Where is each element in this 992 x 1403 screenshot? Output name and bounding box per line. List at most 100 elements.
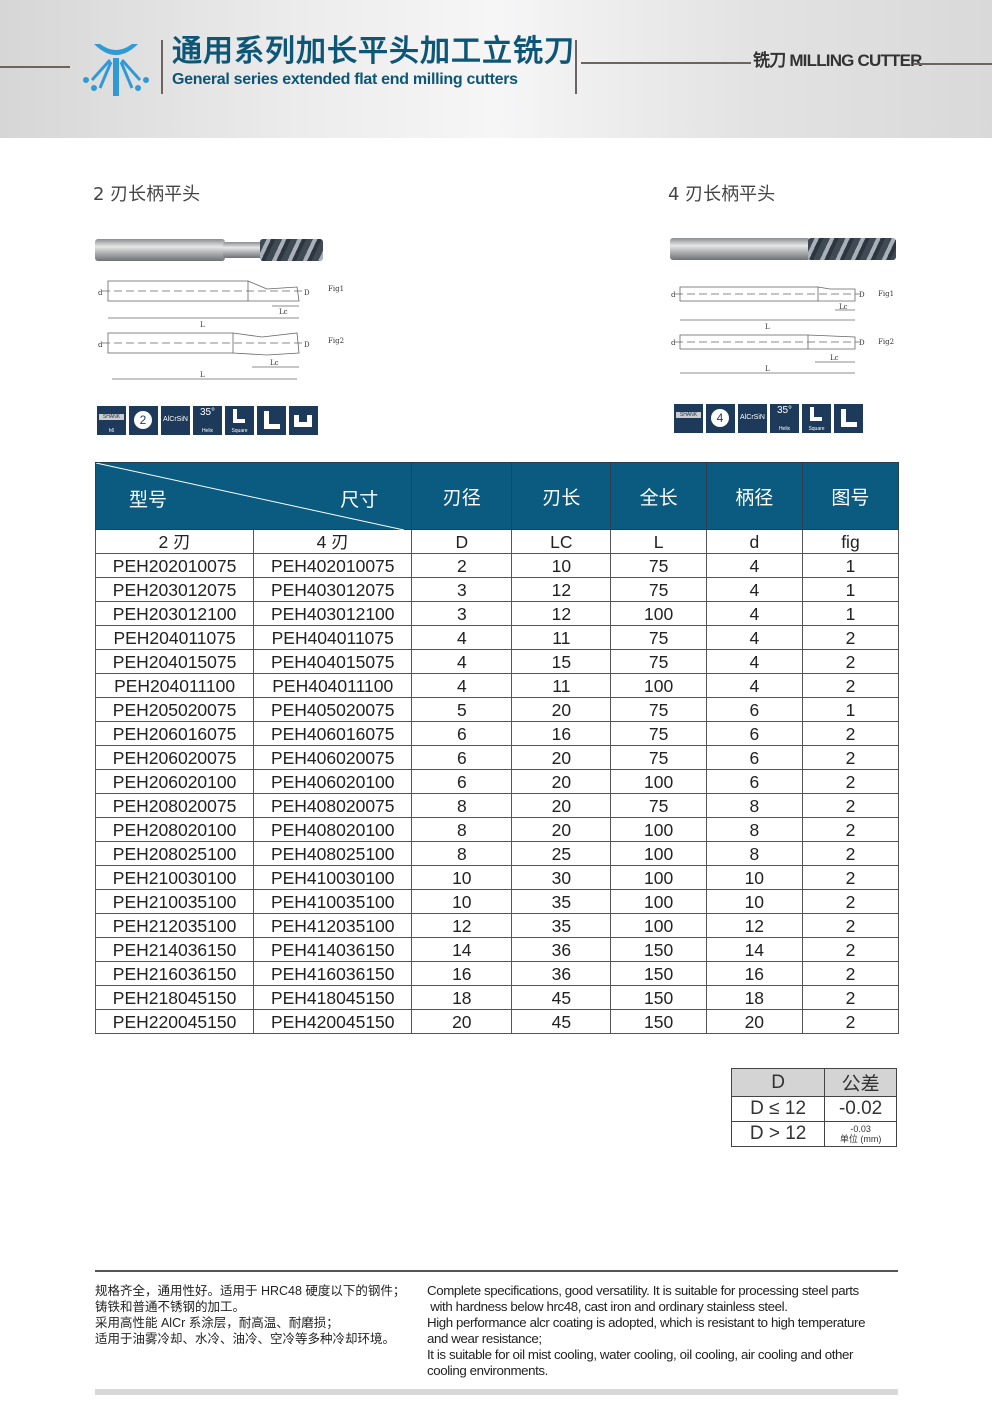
header-col: 刃径 [411,462,513,530]
dim-L-label: L [200,321,205,329]
table-cell: 20 [511,793,612,818]
table-cell: PEH404011075 [253,625,413,650]
helix-icon: 35° Helix [770,404,799,433]
table-cell: PEH214036150 [94,937,255,962]
four-flute-icon: 4 [706,404,735,433]
table-cell: 18 [705,985,803,1010]
dim-L-label: L [765,365,770,373]
dim-D-label: D [304,289,310,297]
table-cell: 45 [511,1009,612,1034]
description-line: 适用于油雾冷却、水冷、油冷、空冷等多种冷却环境。 [95,1332,396,1346]
table-row: PEH208025100 PEH408025100 8 25 100 8 2 [94,841,900,866]
header-col: 全长 [610,462,707,530]
header-model-size: 型号 尺寸 [94,462,413,530]
tolerance-cell: -0.03 单位 (mm) [824,1121,897,1147]
table-row: PEH206016075 PEH406016075 6 16 75 6 2 [94,721,900,746]
diagram-4-flute: d D Lc L Fig1 d D Lc L Fig2 [671,286,894,374]
table-cell: 2 刃 [94,529,255,554]
table-row: PEH210035100 PEH410035100 10 35 100 10 2 [94,889,900,914]
table-cell: 36 [511,961,612,986]
table-cell: PEH220045150 [94,1009,255,1034]
table-cell: 8 [411,817,513,842]
table-cell: 8 [705,793,803,818]
table-cell: PEH405020075 [253,697,413,722]
table-cell: 2 [801,865,900,890]
table-cell: PEH404011100 [253,673,413,698]
table-cell: 11 [511,673,612,698]
section-title-4-flute: 4 刃长柄平头 [668,184,776,205]
section-title-2-flute: 2 刃长柄平头 [93,184,201,205]
fig1-label: Fig1 [878,290,894,298]
table-cell: 1 [801,601,900,626]
table-cell: 150 [610,1009,707,1034]
table-cell: 2 [801,649,900,674]
fig2-label: Fig2 [328,337,344,345]
description-line: High performance alcr coating is adopted… [427,1315,866,1330]
table-cell: 16 [411,961,513,986]
table-cell: 100 [610,673,707,698]
flute-count: 2 [134,411,152,429]
dim-d-label: d [671,339,676,347]
helix-sub: Helix [778,426,791,432]
coating-text: AlCrSiN [163,416,188,423]
table-cell: PEH203012100 [94,601,255,626]
table-cell: 4 [705,577,803,602]
table-cell: 1 [801,577,900,602]
table-cell: 18 [411,985,513,1010]
dim-d-label: d [98,341,103,349]
feature-badges-4-flute: SHANK 4 AlCrSiN 35° Helix Square [674,404,863,433]
tolerance-cell: -0.02 [824,1096,897,1122]
table-cell: 25 [511,841,612,866]
square-end-icon: Square [802,404,831,433]
table-cell: 10 [511,553,612,578]
coating-icon: AlCrSiN [161,406,190,435]
table-cell: 6 [705,745,803,770]
description-line: 采用高性能 AlCr 系涂层，耐高温、耐磨损； [95,1316,339,1330]
table-cell: 10 [705,889,803,914]
table-cell: 1 [801,697,900,722]
footer-bar [95,1389,898,1395]
table-cell: 20 [511,745,612,770]
two-flute-icon: 2 [129,406,158,435]
table-cell: PEH404015075 [253,649,413,674]
table-cell: 75 [610,793,707,818]
table-cell: 100 [610,865,707,890]
table-cell: PEH208020100 [94,817,255,842]
table-cell: PEH208025100 [94,841,255,866]
table-cell: PEH210035100 [94,889,255,914]
tolerance-header-cell: 公差 [824,1068,897,1097]
table-cell: PEH406020075 [253,745,413,770]
table-cell: 75 [610,553,707,578]
category-label: 铣刀 MILLING CUTTER [753,51,922,70]
header-col: 柄径 [705,462,803,530]
page-title: 通用系列加长平头加工立铣刀 [172,34,575,69]
table-row: PEH203012100 PEH403012100 3 12 100 4 1 [94,601,900,626]
helix-angle: 35° [199,407,216,418]
table-cell: 2 [801,985,900,1010]
table-cell: 6 [705,769,803,794]
dim-d-label: d [98,289,103,297]
description-cn: 规格齐全，通用性好。适用于 HRC48 硬度以下的钢件； 铸铁和普通不锈钢的加工… [95,1283,425,1347]
table-cell: 2 [801,841,900,866]
flute-count: 4 [711,409,729,427]
table-row: PEH220045150 PEH420045150 20 45 150 20 2 [94,1009,900,1034]
table-cell: PEH206020100 [94,769,255,794]
table-cell: 150 [610,961,707,986]
table-row: PEH205020075 PEH405020075 5 20 75 6 1 [94,697,900,722]
dim-D-label: D [859,291,865,299]
table-cell: PEH410035100 [253,889,413,914]
dim-D-label: D [859,339,865,347]
coating-text: AlCrSiN [740,414,765,421]
description-line: 规格齐全，通用性好。适用于 HRC48 硬度以下的钢件； [95,1284,406,1298]
table-row: PEH216036150 PEH416036150 16 36 150 16 2 [94,961,900,986]
table-cell: PEH212035100 [94,913,255,938]
table-row: PEH212035100 PEH412035100 12 35 100 12 2 [94,913,900,938]
table-row: PEH206020075 PEH406020075 6 20 75 6 2 [94,745,900,770]
shank-icon: SHANK h6 [97,406,126,435]
table-cell: 2 [801,673,900,698]
l-profile-icon [834,404,863,433]
table-cell: PEH406016075 [253,721,413,746]
unit-note: 单位 (mm) [839,1134,882,1144]
helix-sub: Helix [201,428,214,434]
table-cell: 2 [801,961,900,986]
